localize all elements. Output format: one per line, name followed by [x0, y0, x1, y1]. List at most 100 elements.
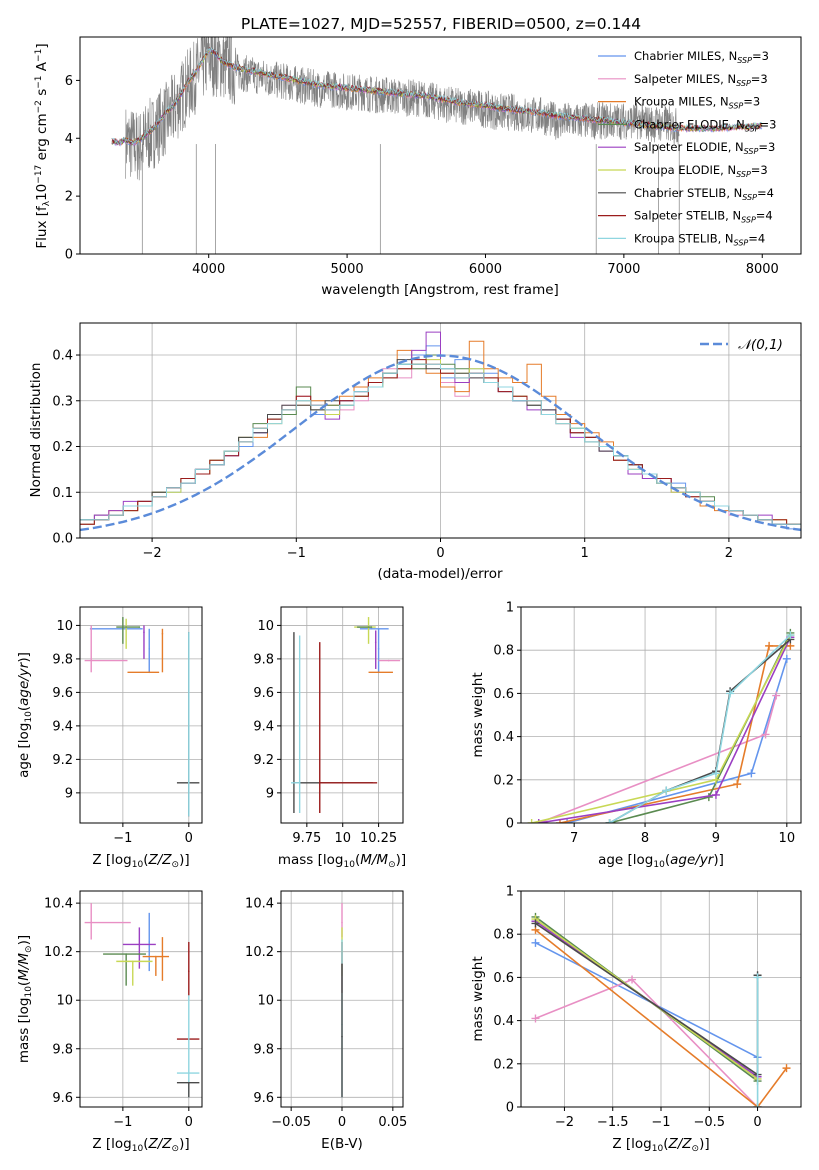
y-tick-label: 0.2 [52, 440, 73, 455]
figure-title: PLATE=1027, MJD=52557, FIBERID=0500, z=0… [241, 15, 641, 33]
label-part: ⊙ [388, 860, 396, 870]
series-line [609, 638, 791, 823]
legend-label: Chabrier STELIB, NSSP=4 [634, 186, 774, 202]
plot-area [84, 903, 200, 1098]
legend-label-text: Salpeter STELIB, N [634, 209, 741, 223]
label-part: Z/Z [667, 1136, 692, 1152]
grid-lines [80, 891, 202, 1107]
legend-label-value: =3 [743, 95, 760, 109]
label-part: mass [log [278, 852, 344, 868]
y-axis-label: mass [log10(M/M⊙)] [16, 935, 34, 1063]
label-part: ( [665, 852, 670, 868]
series-line [538, 636, 792, 823]
label-part: )] [179, 852, 190, 868]
legend-label-sub: SSP [742, 193, 757, 202]
y-tick-label: 0.3 [52, 394, 73, 409]
label-part: )] [396, 852, 407, 868]
legend-label: Salpeter ELODIE, NSSP=3 [634, 140, 775, 156]
legend-label-value: =3 [758, 140, 775, 154]
y-tick-label: 1 [506, 601, 514, 616]
x-tick-label: 0 [436, 546, 444, 561]
plot-area [527, 628, 795, 823]
y-tick-label: 10.2 [245, 945, 274, 960]
y-tick-label: 4 [65, 132, 73, 147]
axes-border [520, 606, 802, 824]
series-marker [711, 790, 720, 799]
axes-border [280, 606, 404, 824]
x-tick-label: 9.75 [292, 831, 321, 846]
x-tick-label: 6000 [469, 262, 502, 277]
x-axis: 9.75 10 10.25 [292, 823, 397, 846]
x-axis: −1 0 [113, 823, 193, 846]
y-tick-label: 9.8 [253, 652, 274, 667]
series-marker [531, 938, 540, 947]
x-tick-label: 8000 [746, 262, 779, 277]
legend-label-sub: SSP [741, 216, 756, 225]
label-part: λ [42, 200, 52, 206]
y-tick-label: 0.2 [493, 773, 514, 788]
label-part: Z [log [612, 1136, 651, 1152]
y-tick-label: 0.8 [493, 644, 514, 659]
data-point [374, 641, 377, 643]
series-marker [711, 769, 720, 778]
legend-label: Salpeter STELIB, NSSP=4 [634, 209, 773, 225]
y-axis: 9 9.2 9.4 9.6 9.8 10 [253, 619, 281, 801]
x-axis: 4000 5000 6000 7000 8000 [192, 254, 779, 277]
label-part: erg cm [34, 113, 50, 164]
legend-label-value: =3 [751, 72, 768, 86]
legend-label: Kroupa MILES, NSSP=3 [634, 95, 760, 111]
label-part: 10 [132, 860, 144, 870]
label-part: Z/Z [147, 1136, 172, 1152]
label-part: −17 [34, 165, 44, 184]
x-tick-label: 7 [570, 831, 578, 846]
y-tick-label: 0.8 [493, 928, 514, 943]
data-point [138, 626, 141, 628]
label-part: age/yr [670, 852, 715, 868]
series-marker [531, 919, 540, 928]
x-axis-label: (data-model)/error [377, 566, 503, 582]
y-tick-label: 6 [65, 74, 73, 89]
x-axis: −0.05 0 0.05 [271, 1107, 407, 1130]
series-marker [628, 975, 637, 984]
label-part: ] [34, 43, 50, 48]
y-axis-label: Flux [fλ10−17 erg cm−2 s−1 A−1] [34, 43, 52, 248]
data-point [148, 941, 151, 943]
series-line [535, 942, 758, 1059]
axes-frame [79, 606, 203, 824]
data-point [377, 671, 380, 674]
y-tick-label: 0.1 [52, 486, 73, 501]
legend-label-value: =3 [752, 49, 769, 63]
grid-lines [281, 607, 403, 823]
legend-label-sub: SSP [734, 238, 749, 247]
legend-label-sub: SSP [736, 79, 751, 88]
x-tick-label: −2 [143, 546, 162, 561]
label-part: M/M [16, 953, 32, 981]
series-marker [534, 819, 543, 823]
model-spectrum-line [111, 46, 763, 145]
y-tick-label: 10.4 [44, 897, 73, 912]
plot-area [111, 37, 763, 254]
legend-label: Salpeter MILES, NSSP=3 [634, 72, 768, 88]
x-tick-label: −1 [113, 831, 132, 846]
series-marker [761, 730, 770, 739]
data-point [387, 659, 390, 662]
label-part: )] [179, 1136, 190, 1152]
label-part: Flux [f [34, 205, 50, 249]
legend-label-sub: SSP [729, 102, 744, 111]
legend-label-value: =4 [757, 186, 774, 200]
y-tick-label: 9.6 [253, 1091, 274, 1106]
residuals-axes: −2 −1 0 1 2 0.0 0.1 0.2 0.3 0.4 𝒩(0,1) (data-model)… [28, 322, 802, 582]
series-marker [726, 689, 735, 698]
y-tick-label: 0 [65, 248, 73, 263]
y-tick-label: 9.4 [52, 719, 73, 734]
x-tick-label: −1 [113, 1115, 132, 1130]
y-tick-label: 10 [56, 619, 73, 634]
y-axis-label: mass weight [470, 956, 486, 1041]
data-point [138, 943, 141, 946]
x-tick-label: −2 [555, 1115, 574, 1130]
label-part: Z/Z [147, 852, 172, 868]
